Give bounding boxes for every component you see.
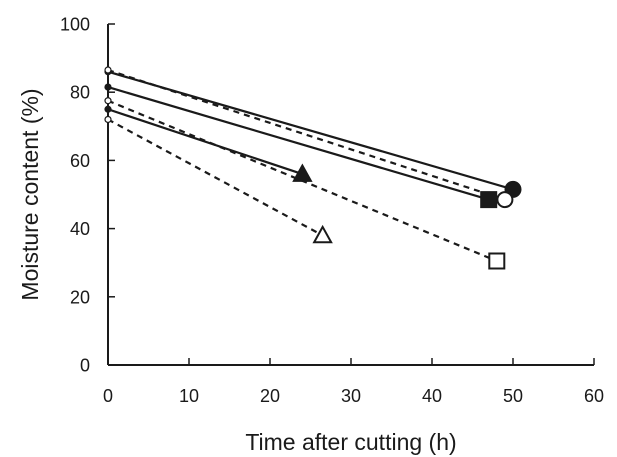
y-tick-label-20: 20 (70, 287, 90, 307)
series-lines (107, 68, 514, 263)
series-2-end-point (480, 191, 498, 209)
y-tick-label-40: 40 (70, 219, 90, 239)
y-axis-title: Moisture content (%) (17, 88, 43, 300)
series-4-line (107, 68, 506, 201)
series-6-start-point (104, 115, 112, 124)
series-5-start-point (104, 97, 112, 105)
series-markers (104, 66, 522, 270)
y-tick-label-0: 0 (80, 356, 90, 376)
series-5-end-point (488, 252, 506, 270)
series-3-start-point (104, 105, 112, 113)
series-6-line (107, 118, 324, 237)
series-2-line (107, 86, 490, 201)
tick-labels: 0 20 40 60 80 100 0 10 20 30 40 50 60 (60, 15, 604, 407)
x-tick-label-20: 20 (260, 386, 280, 406)
series-3-end-point (292, 163, 313, 182)
series-4-start-point (104, 66, 112, 74)
x-tick-label-30: 30 (341, 386, 361, 406)
x-tick-label-50: 50 (503, 386, 523, 406)
x-tick-label-60: 60 (584, 386, 604, 406)
series-2-start-point (104, 83, 112, 91)
x-tick-label-40: 40 (422, 386, 442, 406)
x-tick-label-10: 10 (179, 386, 199, 406)
series-3-line (107, 108, 303, 176)
series-6-end-point (312, 224, 333, 244)
x-tick-label-0: 0 (103, 386, 113, 406)
series-4-end-point (496, 191, 514, 209)
y-tick-label-60: 60 (70, 151, 90, 171)
y-tick-label-80: 80 (70, 83, 90, 103)
x-axis-title: Time after cutting (h) (245, 429, 456, 455)
axes (107, 23, 595, 366)
y-tick-label-100: 100 (60, 15, 90, 35)
